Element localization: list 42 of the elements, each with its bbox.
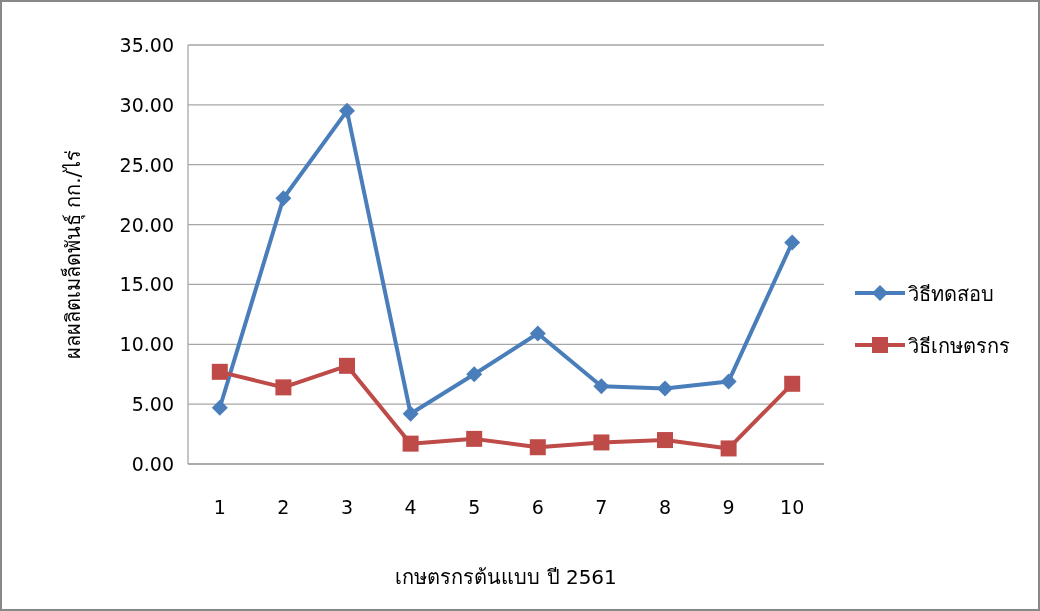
- y-tick-label: 25.00: [119, 153, 174, 176]
- point: [593, 378, 610, 395]
- x-tick-label: 3: [340, 496, 354, 518]
- x-tick-label: 8: [658, 496, 672, 518]
- x-tick-label: 5: [468, 496, 481, 518]
- y-tick-label: 10.00: [119, 333, 174, 356]
- point: [784, 234, 801, 251]
- y-tick-label: 35.00: [119, 34, 174, 56]
- point: [720, 373, 737, 390]
- point: [211, 399, 228, 416]
- x-tick-label: 1: [213, 496, 226, 518]
- legend-label: วิธีเกษตรกร: [908, 334, 1010, 358]
- y-tick-label: 0.00: [131, 453, 174, 475]
- x-tick-label: 10: [780, 496, 805, 518]
- point: [275, 379, 292, 396]
- x-tick-label: 9: [722, 496, 735, 518]
- point: [339, 357, 355, 374]
- point: [720, 440, 737, 457]
- point: [529, 439, 546, 456]
- point: [275, 190, 292, 207]
- point: [402, 405, 419, 422]
- x-tick-label: 2: [277, 496, 290, 518]
- y-tick-label: 5.00: [131, 393, 174, 416]
- point: [466, 366, 483, 383]
- x-tick-label: 6: [531, 496, 544, 518]
- point: [529, 325, 546, 342]
- point: [211, 363, 228, 380]
- point: [784, 375, 801, 392]
- y-tick-label: 15.00: [119, 273, 174, 296]
- y-axis-title: ผลผลิตเมล็ดพันธุ์ กก./ไร่: [60, 149, 86, 360]
- legend-label: วิธีทดสอบ: [908, 282, 994, 306]
- point: [593, 434, 610, 451]
- point: [402, 435, 419, 452]
- x-tick-label: 4: [404, 496, 417, 518]
- y-tick-label: 30.00: [119, 93, 174, 116]
- point: [466, 430, 483, 447]
- point: [339, 102, 355, 119]
- x-tick-label: 7: [595, 496, 608, 518]
- point: [657, 432, 673, 449]
- point: [657, 380, 673, 397]
- y-tick-label: 20.00: [119, 213, 174, 236]
- x-axis-title: เกษตรกรต้นแบบ ปี 2561: [395, 565, 617, 589]
